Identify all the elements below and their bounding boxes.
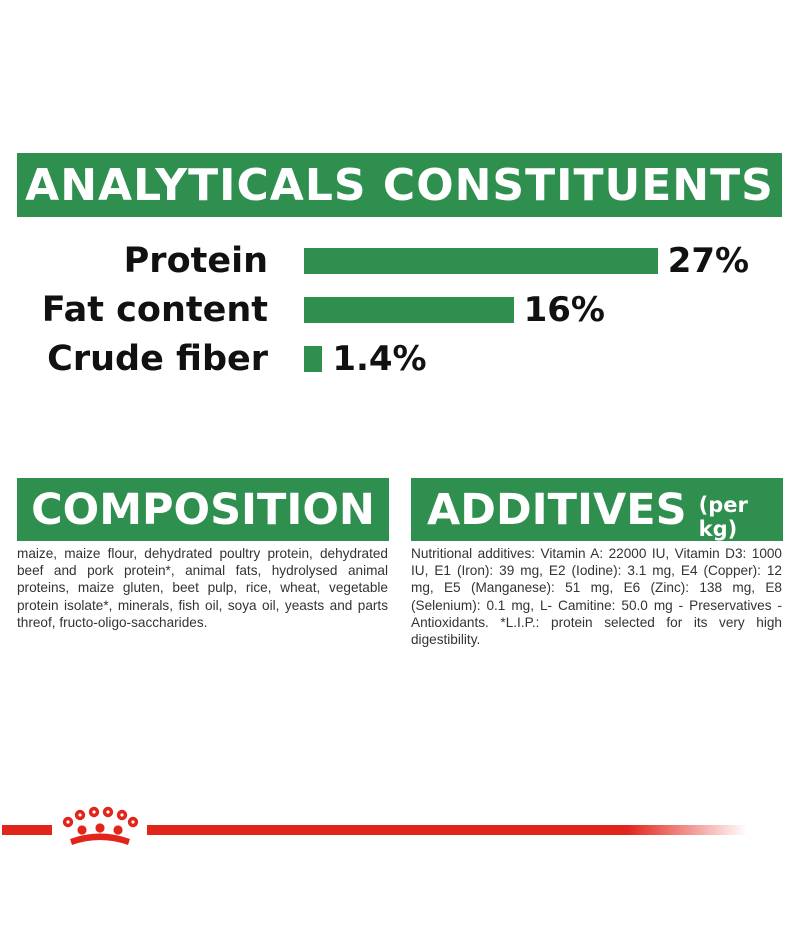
composition-title: COMPOSITION <box>31 484 375 535</box>
royal-crown-icon <box>62 806 139 845</box>
footer-line-right <box>147 825 747 835</box>
constituent-label: Fat content <box>41 290 268 330</box>
constituent-bar <box>304 248 658 274</box>
constituent-row-fiber: Crude fiber 1.4% <box>0 337 800 381</box>
constituent-label: Protein <box>123 241 268 281</box>
constituent-label: Crude fiber <box>47 339 268 379</box>
additives-title-banner: ADDITIVES (per kg) <box>411 478 783 541</box>
constituent-bar <box>304 297 514 323</box>
additives-title: ADDITIVES <box>427 484 687 535</box>
constituent-value: 16% <box>523 290 605 330</box>
analytics-title: ANALYTICALS CONSTITUENTS <box>25 159 774 211</box>
additives-title-suffix: (per kg) <box>698 492 748 541</box>
composition-text: maize, maize flour, dehydrated poultry p… <box>17 546 388 630</box>
additives-text: Nutritional additives: Vitamin A: 22000 … <box>411 546 782 648</box>
footer-line-left <box>2 825 52 835</box>
constituent-value: 27% <box>667 241 750 281</box>
composition-title-banner: COMPOSITION <box>17 478 389 541</box>
constituent-row-fat: Fat content 16% <box>0 288 800 332</box>
constituent-bar <box>304 346 323 372</box>
constituent-row-protein: Protein 27% <box>0 239 800 283</box>
analytics-title-banner: ANALYTICALS CONSTITUENTS <box>17 153 782 217</box>
constituent-value: 1.4% <box>332 339 427 379</box>
